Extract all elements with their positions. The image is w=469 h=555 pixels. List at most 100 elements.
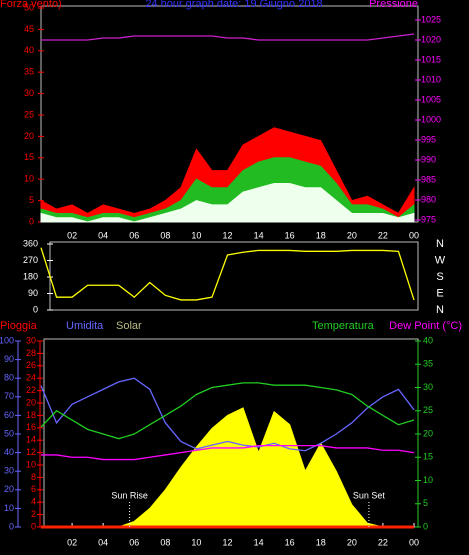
line [40, 382, 415, 440]
y-tick-label: 45 [24, 24, 34, 34]
x-tick-label: 04 [98, 230, 108, 240]
axis-label: Temperatura [312, 320, 375, 332]
x-tick-label: 14 [254, 230, 264, 240]
x-tick-label: 20 [347, 537, 357, 547]
line [41, 33, 415, 41]
y-tick-label: 12 [26, 447, 36, 457]
y-tick-label: 25 [423, 405, 433, 415]
axis-label: Pressione [369, 0, 418, 10]
x-tick-label: 00 [409, 230, 419, 240]
x-tick-label: 02 [67, 230, 77, 240]
y-tick-label: 22 [26, 385, 36, 395]
y-tick-label: 90 [4, 354, 14, 364]
x-tick-label: 14 [254, 537, 264, 547]
line [41, 444, 415, 461]
y-tick-label: 1020 [421, 34, 441, 44]
x-tick-label: 12 [222, 230, 232, 240]
axis-label: Solar [116, 320, 142, 332]
y-tick-label: 20 [4, 484, 14, 494]
compass-label: S [436, 271, 443, 283]
x-tick-label: 08 [160, 230, 170, 240]
y-tick-label: 20 [24, 131, 34, 141]
y-tick-label: 16 [26, 422, 36, 432]
compass-label: W [435, 254, 446, 266]
y-tick-label: 5 [423, 498, 428, 508]
x-tick-label: 22 [378, 537, 388, 547]
y-tick-label: 15 [24, 152, 34, 162]
y-tick-label: 10 [4, 503, 14, 513]
y-tick-label: 180 [23, 271, 38, 281]
y-tick-label: 14 [26, 435, 36, 445]
y-tick-label: 90 [28, 288, 38, 298]
y-tick-label: 6 [31, 484, 36, 494]
x-tick-label: 08 [160, 537, 170, 547]
axis-label: Pioggia [0, 320, 38, 332]
y-tick-label: 18 [26, 410, 36, 420]
compass-label: N [436, 238, 444, 250]
axis-label: Umidita [66, 320, 104, 332]
y-tick-label: 1010 [421, 74, 441, 84]
x-tick-label: 06 [129, 230, 139, 240]
x-tick-label: 22 [378, 230, 388, 240]
x-tick-label: 12 [222, 537, 232, 547]
y-tick-label: 40 [24, 45, 34, 55]
x-tick-label: 10 [191, 537, 201, 547]
y-tick-label: 50 [4, 428, 14, 438]
y-tick-label: 2 [31, 509, 36, 519]
y-tick-label: 25 [24, 109, 34, 119]
y-tick-label: 5 [29, 195, 34, 205]
y-tick-label: 30 [4, 466, 14, 476]
x-tick-label: 16 [285, 537, 295, 547]
x-tick-label: 06 [129, 537, 139, 547]
x-tick-label: 02 [67, 537, 77, 547]
compass-label: N [436, 304, 444, 316]
y-tick-label: 10 [423, 475, 433, 485]
y-tick-label: 985 [421, 174, 436, 184]
y-tick-label: 40 [4, 447, 14, 457]
y-tick-label: 10 [24, 174, 34, 184]
chart-title: 24 hour graph date: 19 Giugno 2018 [145, 0, 322, 10]
y-tick-label: 30 [26, 335, 36, 345]
y-tick-label: 80 [4, 373, 14, 383]
y-tick-label: 10 [26, 459, 36, 469]
y-tick-label: 995 [421, 134, 436, 144]
x-tick-label: 16 [285, 230, 295, 240]
y-tick-label: 50 [24, 2, 34, 12]
y-tick-label: 990 [421, 154, 436, 164]
x-tick-label: 10 [191, 230, 201, 240]
y-tick-label: 1005 [421, 94, 441, 104]
y-tick-label: 20 [26, 397, 36, 407]
x-tick-label: 04 [98, 537, 108, 547]
y-tick-label: 30 [24, 88, 34, 98]
annotation: Sun Set [353, 490, 386, 500]
y-tick-label: 980 [421, 194, 436, 204]
x-tick-label: 18 [316, 230, 326, 240]
y-tick-label: 70 [4, 391, 14, 401]
y-tick-label: 24 [26, 373, 36, 383]
y-tick-label: 26 [26, 360, 36, 370]
x-tick-label: 00 [409, 537, 419, 547]
axis-label: Forza vento) [0, 0, 62, 10]
x-tick-label: 20 [347, 230, 357, 240]
y-tick-label: 1015 [421, 54, 441, 64]
annotation: Sun Rise [111, 490, 148, 500]
y-tick-label: 60 [4, 410, 14, 420]
y-tick-label: 28 [26, 348, 36, 358]
y-tick-label: 100 [0, 335, 14, 345]
y-tick-label: 1025 [421, 14, 441, 24]
y-tick-label: 40 [423, 335, 433, 345]
axis-label: Dew Point (°C) [389, 320, 462, 332]
y-tick-label: 35 [423, 359, 433, 369]
y-tick-label: 1000 [421, 114, 441, 124]
y-tick-label: 30 [423, 382, 433, 392]
y-tick-label: 8 [31, 472, 36, 482]
y-tick-label: 0 [31, 521, 36, 531]
y-tick-label: 0 [33, 304, 38, 314]
y-tick-label: 0 [423, 521, 428, 531]
line [40, 247, 415, 301]
y-tick-label: 35 [24, 67, 34, 77]
y-tick-label: 0 [29, 216, 34, 226]
y-tick-label: 15 [423, 452, 433, 462]
y-tick-label: 270 [23, 255, 38, 265]
y-tick-label: 4 [31, 497, 36, 507]
